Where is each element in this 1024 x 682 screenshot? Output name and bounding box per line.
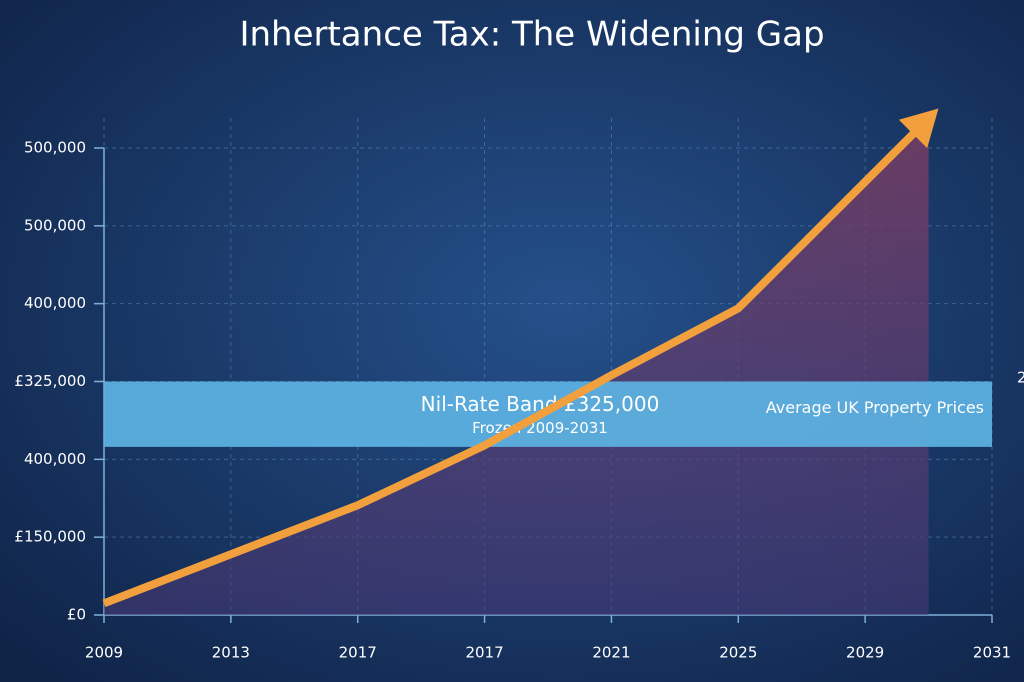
y-tick-label: 500,000 [24, 139, 86, 157]
y-tick-label: 400,000 [24, 450, 86, 468]
y-tick-label: £0 [67, 606, 86, 624]
x-tick-label: 2031 [973, 644, 1011, 662]
line [102, 124, 923, 608]
y-tick-label: 400,000 [24, 294, 86, 312]
y-tick-label: 500,000 [24, 216, 86, 234]
x-tick-label: 2017 [465, 644, 503, 662]
x-tick-label: 2029 [846, 644, 884, 662]
x-tick-label: 2013 [212, 644, 250, 662]
x-tick-label: 2025 [719, 644, 757, 662]
legend-label: Average UK Property Prices [766, 398, 984, 417]
x-tick-label: 2009 [85, 644, 123, 662]
area [104, 118, 929, 615]
x-tick-label: 2021 [592, 644, 630, 662]
annotation: 2 [1017, 369, 1024, 387]
y-tick-label: £150,000 [14, 528, 86, 546]
x-tick-label: 2017 [339, 644, 377, 662]
chart-title: Inhertance Tax: The Widening Gap [239, 15, 824, 55]
y-tick-label: £325,000 [14, 372, 86, 390]
arrow-head [898, 108, 939, 149]
band-sublabel: Frozen 2009-2031 [472, 419, 608, 437]
